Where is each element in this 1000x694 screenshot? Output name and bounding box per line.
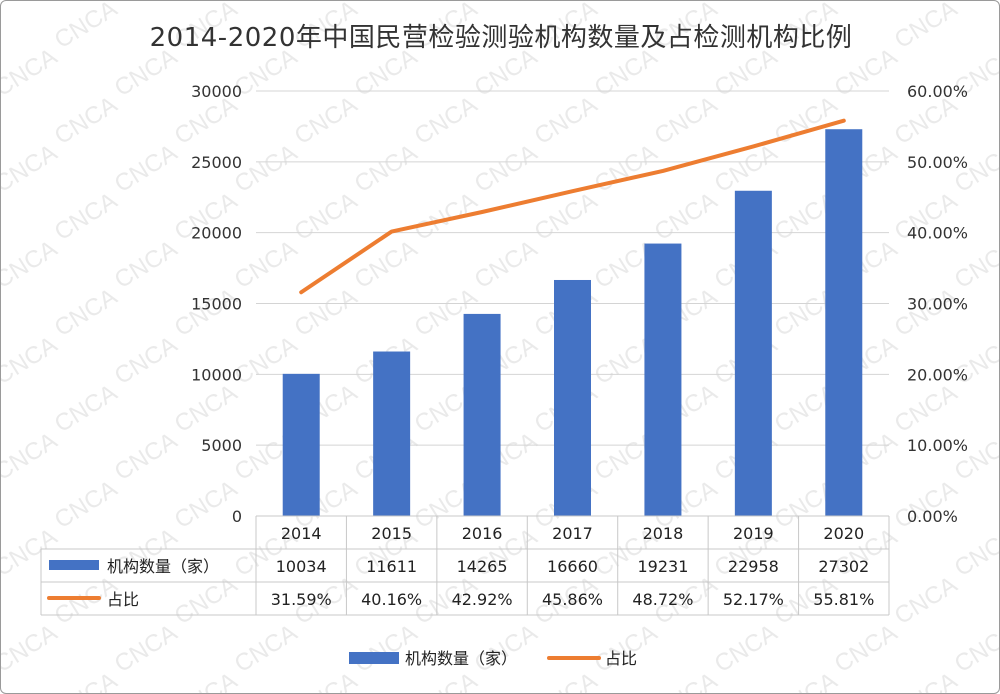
table-cell-bar: 10034 [276, 557, 327, 576]
bar [373, 351, 411, 516]
table-cell-bar: 19231 [637, 557, 688, 576]
bar [463, 313, 501, 516]
chart-title: 2014-2020年中国民营检验测验机构数量及占检测机构比例 [149, 23, 853, 53]
x-tick-label: 2014 [281, 524, 322, 543]
y-right-tick-label: 30.00% [907, 295, 968, 314]
table-cell-line: 48.72% [632, 590, 693, 609]
y-left-tick-label: 25000 [191, 153, 242, 172]
y-right-tick-label: 60.00% [907, 82, 968, 101]
y-left-tick-label: 5000 [201, 436, 242, 455]
line-point [751, 144, 755, 148]
line-point [571, 189, 574, 193]
bar [644, 243, 682, 516]
table-label-line: 占比 [107, 590, 139, 609]
x-tick-label: 2018 [643, 524, 684, 543]
y-right-tick-label: 0.00% [907, 507, 958, 526]
table-cell-line: 55.81% [813, 590, 874, 609]
legend-label-bar: 机构数量（家） [405, 649, 517, 668]
y-right-tick-label: 20.00% [907, 365, 968, 384]
line-point [480, 210, 484, 214]
y-left-tick-label: 15000 [191, 295, 242, 314]
bar [554, 279, 591, 516]
table-cell-line: 31.59% [271, 590, 332, 609]
y-left-tick-label: 0 [232, 507, 242, 526]
x-tick-label: 2017 [552, 524, 593, 543]
legend-label-line: 占比 [605, 649, 637, 668]
line-point [661, 169, 665, 173]
y-left-tick-label: 10000 [191, 365, 242, 384]
table-cell-bar: 14265 [457, 557, 508, 576]
y-left-tick-label: 20000 [191, 224, 242, 243]
table-cell-line: 42.92% [452, 590, 513, 609]
line-point [842, 119, 846, 123]
bar [282, 373, 320, 516]
table-cell-line: 52.17% [723, 590, 784, 609]
x-tick-label: 2016 [462, 524, 503, 543]
table-cell-bar: 22958 [728, 557, 779, 576]
table-label-bar: 机构数量（家） [107, 557, 219, 576]
y-right-tick-label: 50.00% [907, 153, 968, 172]
x-tick-label: 2020 [823, 524, 864, 543]
x-tick-label: 2015 [371, 524, 412, 543]
y-right-tick-label: 10.00% [907, 436, 968, 455]
bar [734, 190, 772, 517]
table-cell-bar: 11611 [366, 557, 417, 576]
line-point [299, 290, 303, 294]
table-cell-line: 40.16% [361, 590, 422, 609]
table-key-bar [49, 560, 99, 570]
line-point [390, 230, 394, 234]
x-tick-label: 2019 [733, 524, 774, 543]
bar [825, 129, 863, 516]
table-cell-line: 45.86% [542, 590, 603, 609]
table-cell-bar: 16660 [547, 557, 598, 576]
y-left-tick-label: 30000 [191, 82, 242, 101]
table-cell-bar: 27302 [818, 557, 869, 576]
legend-key-bar [349, 652, 399, 664]
y-right-tick-label: 40.00% [907, 224, 968, 243]
